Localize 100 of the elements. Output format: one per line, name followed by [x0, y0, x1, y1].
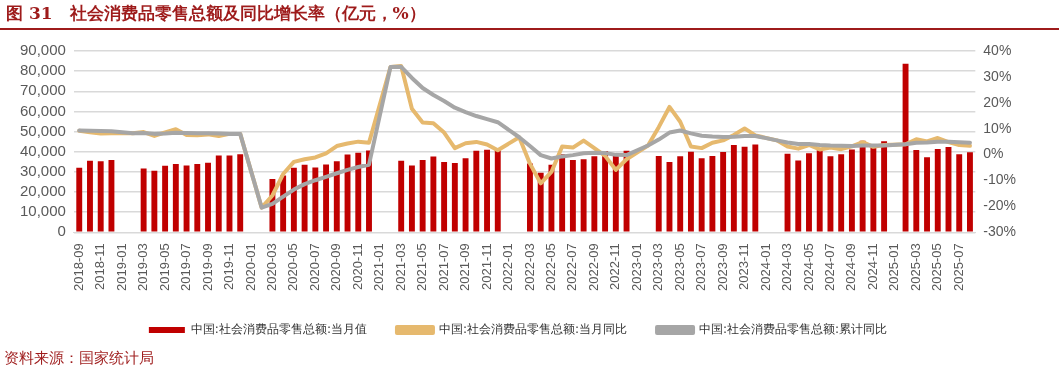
x-tick-label: 2022-07	[564, 243, 580, 292]
bar	[355, 152, 362, 232]
x-tick-label: 2025-03	[907, 243, 923, 292]
bar	[569, 159, 576, 232]
y-tick-label: 50,000	[19, 121, 66, 139]
legend-label: 中国:社会消费品零售总额:累计同比	[699, 322, 888, 337]
bar	[934, 149, 941, 232]
bar	[677, 156, 684, 232]
bar	[816, 150, 823, 232]
bar	[462, 158, 469, 232]
y-tick-label: 80,000	[19, 61, 66, 79]
bar	[709, 155, 716, 232]
y-tick-label: 0	[57, 222, 66, 240]
x-tick-label: 2020-09	[328, 243, 344, 292]
x-tick-label: 2025-05	[929, 243, 945, 292]
x-tick-label: 2022-09	[585, 243, 601, 292]
bar	[741, 146, 748, 232]
x-tick-label: 2019-11	[221, 243, 237, 291]
bar	[698, 158, 705, 232]
bar	[97, 161, 104, 232]
bar	[194, 164, 201, 232]
bar	[687, 151, 694, 232]
bar	[140, 168, 147, 232]
bar	[312, 167, 319, 232]
bar	[795, 160, 802, 232]
y2-tick-label: -30%	[983, 223, 1016, 240]
bar	[301, 164, 308, 232]
y2-tick-label: -10%	[983, 171, 1016, 188]
bar	[323, 164, 330, 232]
bar	[408, 165, 415, 232]
y2-tick-label: 30%	[983, 67, 1012, 84]
x-tick-label: 2023-07	[693, 243, 709, 292]
x-tick-label: 2025-07	[950, 243, 966, 292]
y2-tick-label: 0%	[983, 145, 1004, 162]
text: 资料来源：国家统计局	[4, 349, 154, 368]
x-tick-label: 2023-05	[671, 243, 687, 292]
bar	[76, 167, 83, 232]
bar	[172, 164, 179, 232]
bar	[806, 153, 812, 232]
bar	[967, 152, 973, 232]
x-tick-label: 2024-07	[822, 243, 838, 292]
x-tick-label: 2021-05	[414, 243, 430, 292]
x-tick-label: 2023-01	[628, 243, 644, 292]
x-tick-label: 2019-09	[199, 243, 215, 292]
bar	[333, 161, 340, 232]
x-tick-label: 2024-05	[800, 243, 816, 292]
x-tick-label: 2019-01	[113, 243, 129, 292]
y2-tick-label: 20%	[983, 93, 1012, 110]
y-tick-label: 90,000	[19, 41, 66, 59]
x-tick-label: 2021-11	[478, 243, 494, 291]
x-tick-label: 2024-01	[757, 243, 773, 292]
x-tick-label: 2022-11	[607, 243, 623, 291]
x-tick-label: 2018-11	[92, 243, 108, 291]
x-tick-label: 2024-09	[843, 243, 859, 292]
bar	[913, 149, 920, 232]
bar	[473, 150, 480, 232]
x-tick-label: 2020-05	[285, 243, 301, 292]
bar	[108, 159, 115, 232]
bar	[183, 165, 190, 232]
bar	[924, 157, 930, 232]
x-tick-label: 2023-11	[736, 243, 752, 291]
x-tick-label: 2023-03	[650, 243, 666, 292]
x-tick-label: 2020-01	[242, 243, 258, 292]
bar	[151, 170, 158, 232]
y-tick-label: 70,000	[19, 81, 66, 99]
y2-tick-label: 10%	[983, 119, 1012, 136]
x-tick-label: 2025-01	[886, 243, 902, 292]
x-tick-label: 2020-07	[306, 243, 322, 292]
bar	[591, 156, 598, 232]
bar	[215, 155, 222, 232]
y2-tick-label: 40%	[983, 41, 1012, 58]
bar	[527, 163, 533, 232]
x-tick-label: 2024-11	[864, 243, 880, 291]
x-tick-label: 2024-03	[779, 243, 795, 292]
x-tick-label: 2020-03	[263, 243, 279, 292]
bar	[902, 63, 909, 232]
bar	[580, 159, 587, 232]
x-tick-label: 2021-01	[371, 243, 387, 292]
bar	[87, 160, 93, 232]
x-tick-label: 2019-05	[156, 243, 172, 292]
bar	[205, 162, 211, 232]
y-tick-label: 30,000	[19, 162, 66, 179]
x-tick-label: 2021-03	[392, 243, 408, 292]
bar	[752, 144, 759, 232]
bar	[881, 141, 888, 232]
x-tick-label: 2022-01	[500, 243, 516, 292]
bar	[237, 154, 244, 232]
bar	[484, 149, 490, 232]
bar	[290, 167, 297, 232]
legend-label: 中国:社会消费品零售总额:当月值	[190, 322, 367, 337]
bar	[838, 154, 845, 232]
y-tick-label: 60,000	[19, 101, 66, 119]
bar	[827, 156, 834, 232]
bar	[494, 149, 501, 232]
bar	[655, 155, 662, 232]
chart-title: 图 31 社会消费品零售总额及同比增长率（亿元，%）	[6, 2, 426, 25]
bar	[956, 154, 963, 232]
y2-tick-label: -20%	[983, 197, 1016, 214]
x-tick-label: 2019-03	[135, 243, 151, 292]
x-tick-label: 2021-07	[435, 243, 451, 292]
